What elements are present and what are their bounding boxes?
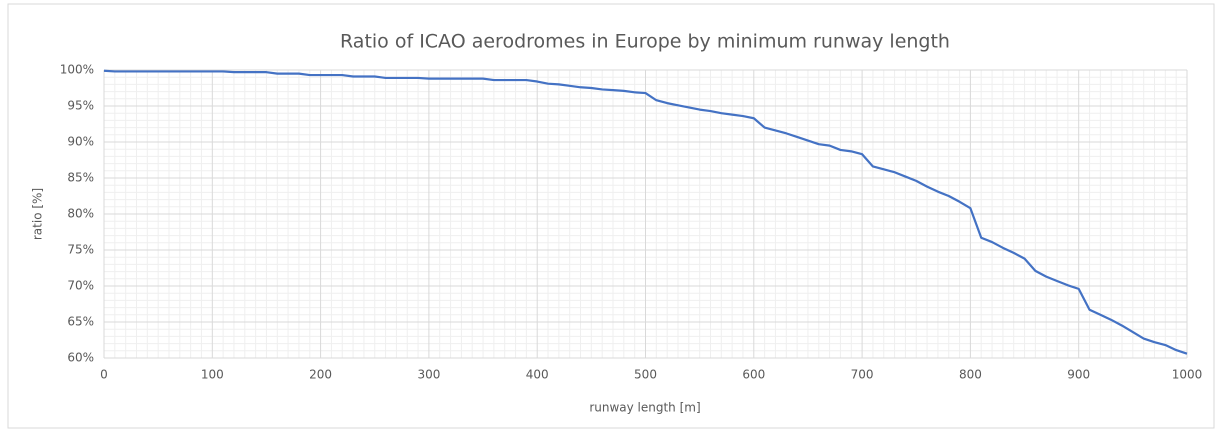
x-axis-label: runway length [m]: [589, 401, 700, 415]
x-tick-label: 600: [742, 368, 765, 382]
y-axis-label: ratio [%]: [31, 188, 45, 240]
x-tick-label: 900: [1067, 368, 1090, 382]
y-tick-label: 75%: [67, 243, 94, 257]
x-tick-label: 800: [959, 368, 982, 382]
chart-title: Ratio of ICAO aerodromes in Europe by mi…: [340, 31, 950, 53]
x-tick-label: 700: [851, 368, 874, 382]
y-tick-label: 95%: [67, 99, 94, 113]
x-tick-label: 400: [526, 368, 549, 382]
y-tick-label: 100%: [60, 63, 94, 77]
y-tick-label: 65%: [67, 315, 94, 329]
chart-frame: [7, 3, 1215, 429]
y-tick-label: 85%: [67, 171, 94, 185]
x-tick-label: 300: [417, 368, 440, 382]
y-tick-label: 60%: [67, 351, 94, 365]
x-tick-label: 200: [309, 368, 332, 382]
data-line: [103, 69, 1188, 355]
y-tick-label: 90%: [67, 135, 94, 149]
x-tick-label: 1000: [1172, 368, 1203, 382]
x-tick-label: 100: [201, 368, 224, 382]
x-tick-label: 0: [100, 368, 108, 382]
y-tick-label: 70%: [67, 279, 94, 293]
y-tick-label: 80%: [67, 207, 94, 221]
x-tick-label: 500: [634, 368, 657, 382]
